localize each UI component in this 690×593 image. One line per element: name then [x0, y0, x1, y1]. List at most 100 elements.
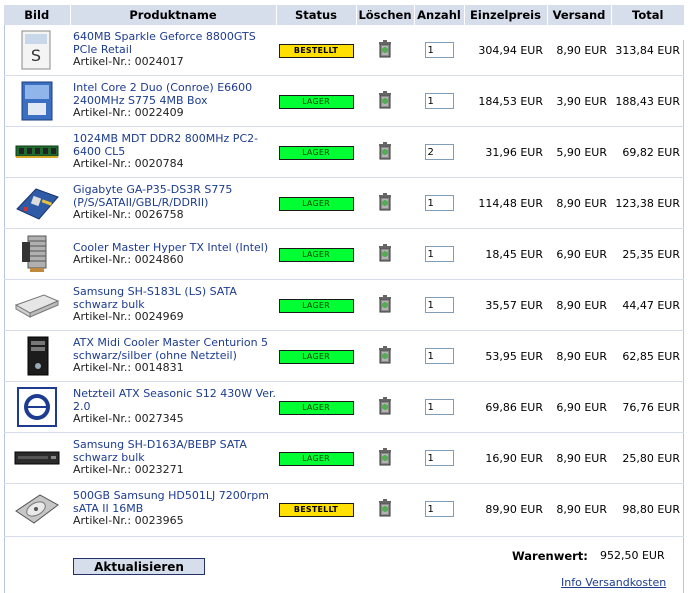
article-number: Artikel-Nr.: 0024860	[73, 253, 184, 266]
quantity-input[interactable]	[424, 93, 454, 109]
quantity-input[interactable]	[424, 246, 454, 262]
update-button[interactable]: Aktualisieren	[73, 558, 205, 575]
product-name-link[interactable]: Gigabyte GA-P35-DS3R S775 (P/S/SATAII/GB…	[73, 183, 233, 209]
product-image-cell: S	[4, 25, 70, 76]
delete-cell	[356, 381, 414, 433]
shipping-cost: 3,90 EUR	[547, 75, 611, 127]
table-row: ATX Midi Cooler Master Centurion 5 schwa…	[4, 330, 684, 382]
quantity-cell	[414, 25, 464, 76]
status-badge: LAGER	[278, 247, 354, 262]
dvd-drive-icon[interactable]	[14, 436, 60, 480]
delete-cell	[356, 432, 414, 484]
article-number: Artikel-Nr.: 0022409	[73, 106, 184, 120]
trash-icon[interactable]	[377, 141, 393, 160]
shipping-cost: 8,90 EUR	[547, 483, 611, 534]
quantity-input[interactable]	[424, 297, 454, 313]
trash-icon[interactable]	[377, 243, 393, 262]
trash-icon[interactable]	[377, 447, 393, 466]
trash-icon[interactable]	[377, 90, 393, 109]
unit-price: 16,90 EUR	[464, 432, 547, 484]
header-product-name: Produktname	[70, 5, 277, 25]
quantity-input[interactable]	[424, 399, 454, 415]
row-total: 25,80 EUR	[611, 432, 684, 484]
shipping-cost: 6,90 EUR	[547, 381, 611, 433]
article-number: Artikel-Nr.: 0026758	[73, 208, 184, 222]
product-name-link[interactable]: 640MB Sparkle Geforce 8800GTS PCIe Retai…	[73, 30, 256, 56]
unit-price: 31,96 EUR	[464, 126, 547, 178]
power-supply-icon[interactable]	[14, 385, 60, 429]
trash-icon[interactable]	[377, 39, 393, 58]
table-row: Samsung SH-S183L (LS) SATA schwarz bulk A…	[4, 279, 684, 331]
cpu-cooler-icon[interactable]	[14, 232, 60, 276]
status-badge: LAGER	[278, 298, 354, 313]
warenwert-value: 952,50 EUR	[600, 549, 665, 562]
shipping-cost: 8,90 EUR	[547, 330, 611, 382]
article-number: Artikel-Nr.: 0020784	[73, 157, 184, 171]
quantity-input[interactable]	[424, 195, 454, 211]
product-name-cell: 1024MB MDT DDR2 800MHz PC2-6400 CL5 Artik…	[70, 126, 276, 178]
trash-icon[interactable]	[377, 498, 393, 517]
header-shipping: Versand	[547, 5, 612, 25]
product-name-link[interactable]: ATX Midi Cooler Master Centurion 5 schwa…	[73, 336, 269, 362]
unit-price: 114,48 EUR	[464, 177, 547, 229]
delete-cell	[356, 75, 414, 127]
product-image-cell	[4, 330, 70, 382]
pc-case-icon[interactable]	[14, 334, 60, 378]
product-name-link[interactable]: 500GB Samsung HD501LJ 7200rpm sATA II 16…	[73, 489, 269, 515]
product-name-cell: Intel Core 2 Duo (Conroe) E6600 2400MHz …	[70, 75, 276, 127]
product-image-cell	[4, 228, 70, 280]
trash-icon[interactable]	[377, 345, 393, 364]
shipping-cost: 8,90 EUR	[547, 432, 611, 484]
status-badge: LAGER	[278, 451, 354, 466]
hard-disk-icon[interactable]	[14, 487, 60, 531]
quantity-input[interactable]	[424, 501, 454, 517]
shipping-info-link[interactable]: Info Versandkosten	[561, 576, 667, 589]
article-number: Artikel-Nr.: 0027345	[73, 412, 184, 426]
status-badge: BESTELLT	[278, 43, 354, 58]
product-name-link[interactable]: Netzteil ATX Seasonic S12 430W Ver. 2.0	[73, 387, 277, 413]
delete-cell	[356, 228, 414, 280]
product-name-cell: Samsung SH-S183L (LS) SATA schwarz bulk A…	[70, 279, 276, 331]
product-name-link[interactable]: Samsung SH-S183L (LS) SATA schwarz bulk	[73, 285, 237, 311]
row-total: 313,84 EUR	[615, 43, 680, 57]
product-image-cell	[4, 381, 70, 433]
header-total: Total	[611, 5, 684, 25]
quantity-cell	[414, 228, 464, 280]
warenwert-label: Warenwert:	[512, 549, 588, 563]
product-name-link[interactable]: Cooler Master Hyper TX Intel (Intel)	[73, 240, 269, 254]
motherboard-icon[interactable]	[14, 181, 60, 225]
status-badge: LAGER	[278, 400, 354, 415]
status-badge: LAGER	[278, 145, 354, 160]
shipping-cost: 8,90 EUR	[547, 177, 611, 229]
product-name-link[interactable]: Samsung SH-D163A/BEBP SATA schwarz bulk	[73, 438, 247, 464]
delete-cell	[356, 483, 414, 534]
article-number: Artikel-Nr.: 0023271	[73, 463, 184, 477]
status-cell: LAGER	[276, 432, 356, 484]
status-cell: BESTELLT	[276, 483, 356, 534]
trash-icon[interactable]	[377, 396, 393, 415]
delete-cell	[356, 25, 414, 76]
quantity-input[interactable]	[424, 144, 454, 160]
delete-cell	[356, 330, 414, 382]
product-name-link[interactable]: 1024MB MDT DDR2 800MHz PC2-6400 CL5	[73, 132, 259, 158]
quantity-input[interactable]	[424, 450, 454, 466]
quantity-cell	[414, 330, 464, 382]
row-total: 25,35 EUR	[611, 228, 684, 280]
graphics-card-box-icon[interactable]: S	[14, 28, 60, 72]
row-total: 123,38 EUR	[611, 177, 684, 229]
trash-icon[interactable]	[377, 192, 393, 211]
ram-module-icon[interactable]	[14, 130, 60, 174]
table-row: Gigabyte GA-P35-DS3R S775 (P/S/SATAII/GB…	[4, 177, 684, 229]
optical-drive-icon[interactable]	[14, 283, 60, 327]
trash-icon[interactable]	[377, 294, 393, 313]
row-total: 62,85 EUR	[611, 330, 684, 382]
cpu-box-icon[interactable]	[14, 79, 60, 123]
row-total: 69,82 EUR	[611, 126, 684, 178]
quantity-input[interactable]	[424, 42, 454, 58]
article-number: Artikel-Nr.: 0023965	[73, 514, 184, 528]
product-name-cell: 640MB Sparkle Geforce 8800GTS PCIe Retai…	[70, 25, 276, 76]
quantity-input[interactable]	[424, 348, 454, 364]
shipping-cost: 5,90 EUR	[547, 126, 611, 178]
header-status: Status	[276, 5, 357, 25]
product-name-link[interactable]: Intel Core 2 Duo (Conroe) E6600 2400MHz …	[73, 81, 253, 107]
